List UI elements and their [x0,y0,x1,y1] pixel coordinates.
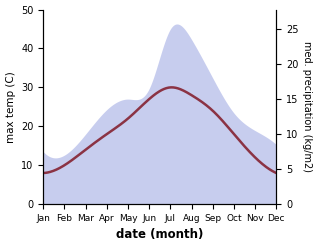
X-axis label: date (month): date (month) [116,228,204,242]
Y-axis label: med. precipitation (kg/m2): med. precipitation (kg/m2) [302,41,313,172]
Y-axis label: max temp (C): max temp (C) [5,71,16,143]
